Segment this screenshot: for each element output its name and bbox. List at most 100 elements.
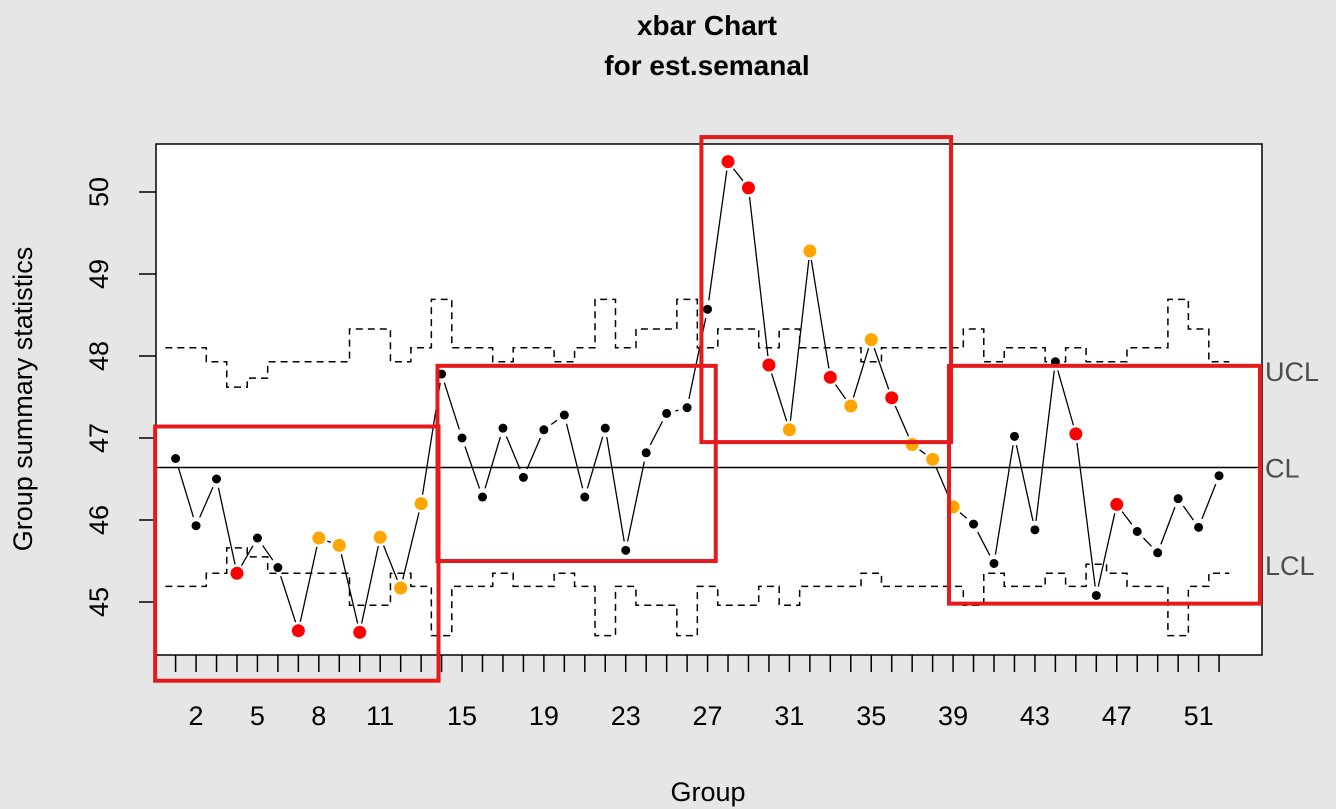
data-point: [1153, 548, 1163, 558]
series-segment: [199, 486, 214, 518]
data-point: [394, 581, 408, 595]
chart-subtitle: for est.semanal: [604, 50, 809, 81]
data-point: [273, 563, 283, 573]
x-tick-label: 27: [693, 701, 723, 731]
series-segment: [526, 437, 541, 470]
data-point: [171, 454, 181, 463]
data-point: [1214, 471, 1224, 481]
data-point: [353, 625, 367, 639]
x-tick-label: 39: [938, 701, 968, 731]
series-segment: [262, 545, 274, 561]
series-segment: [550, 419, 558, 426]
data-point: [1110, 497, 1124, 511]
x-tick-label: 23: [611, 701, 641, 731]
series-segment: [586, 436, 604, 489]
data-point: [1009, 431, 1019, 441]
series-segment: [649, 421, 664, 446]
y-tick-label: 49: [84, 259, 114, 289]
data-point: [332, 538, 346, 552]
data-point: [252, 533, 262, 543]
data-point: [703, 304, 713, 314]
series-segment: [1121, 511, 1133, 525]
data-point: [539, 425, 549, 435]
highlight-box: [946, 363, 1262, 606]
series-segment: [217, 487, 236, 565]
series-segment: [994, 445, 1014, 555]
series-segment: [959, 512, 968, 519]
series-segment: [977, 531, 991, 556]
series-segment: [919, 449, 926, 455]
cl-label: CL: [1265, 454, 1300, 484]
data-point: [580, 492, 590, 502]
y-tick-label: 45: [84, 587, 114, 617]
data-point: [457, 433, 467, 443]
series-segment: [1182, 505, 1194, 521]
series-segment: [340, 554, 359, 624]
ucl-label: UCL: [1265, 357, 1319, 387]
series-segment: [1076, 442, 1096, 587]
x-tick-label: 15: [447, 701, 477, 731]
series-segment: [873, 347, 890, 390]
lcl-line: [165, 547, 1230, 637]
x-tick-label: 35: [856, 701, 886, 731]
series-segment: [606, 436, 625, 542]
y-tick-label: 46: [84, 505, 114, 535]
series-segment: [1201, 483, 1217, 520]
data-point: [373, 530, 387, 544]
x-tick-label: 19: [529, 701, 559, 731]
data-point: [762, 358, 776, 372]
data-point: [498, 423, 508, 433]
data-point: [721, 155, 735, 169]
series-segment: [1160, 506, 1176, 545]
series-segment: [852, 348, 870, 398]
data-point: [478, 492, 487, 502]
y-axis-label: Group summary statistics: [8, 247, 38, 552]
data-point: [989, 558, 999, 568]
data-point: [864, 333, 878, 347]
series-segment: [1035, 370, 1055, 521]
data-point: [600, 423, 610, 433]
data-point: [191, 521, 201, 531]
data-point: [844, 399, 858, 413]
data-point: [1132, 526, 1142, 536]
series-segment: [1142, 537, 1152, 547]
y-tick-label: 50: [84, 177, 114, 207]
data-point: [682, 403, 692, 413]
data-point: [212, 474, 222, 484]
data-point: [1030, 525, 1040, 535]
series-segment: [675, 409, 679, 412]
x-tick-label: 11: [366, 701, 394, 731]
series-segment: [748, 196, 769, 357]
data-point: [741, 181, 755, 195]
y-tick-label: 47: [84, 423, 114, 453]
series-segment: [1015, 445, 1034, 522]
data-point: [1091, 590, 1101, 600]
data-point: [621, 545, 631, 555]
series-segment: [443, 382, 460, 430]
series-segment: [484, 436, 502, 489]
data-point: [803, 244, 817, 258]
x-tick-label: 43: [1020, 701, 1050, 731]
series-segment: [280, 575, 297, 623]
data-point: [905, 438, 919, 452]
data-point: [312, 531, 326, 545]
chart-title: xbar Chart: [637, 10, 777, 41]
series-segment: [565, 423, 584, 489]
series-segment: [299, 546, 318, 623]
lcl-label: LCL: [1265, 551, 1315, 581]
highlight-box: [699, 135, 954, 445]
x-axis-label: Group: [670, 777, 745, 807]
x-tick-label: 31: [774, 701, 804, 731]
data-point: [969, 519, 979, 529]
series-segment: [894, 405, 910, 437]
x-tick-label: 47: [1102, 701, 1132, 731]
data-point: [1194, 522, 1204, 532]
data-point: [518, 472, 528, 482]
series-segment: [505, 436, 521, 470]
data-point: [414, 497, 428, 511]
data-point: [782, 423, 796, 437]
series-segment: [1097, 513, 1116, 587]
plot-area: [155, 143, 1263, 656]
x-tick-label: 51: [1184, 701, 1214, 731]
data-point: [1069, 427, 1083, 441]
